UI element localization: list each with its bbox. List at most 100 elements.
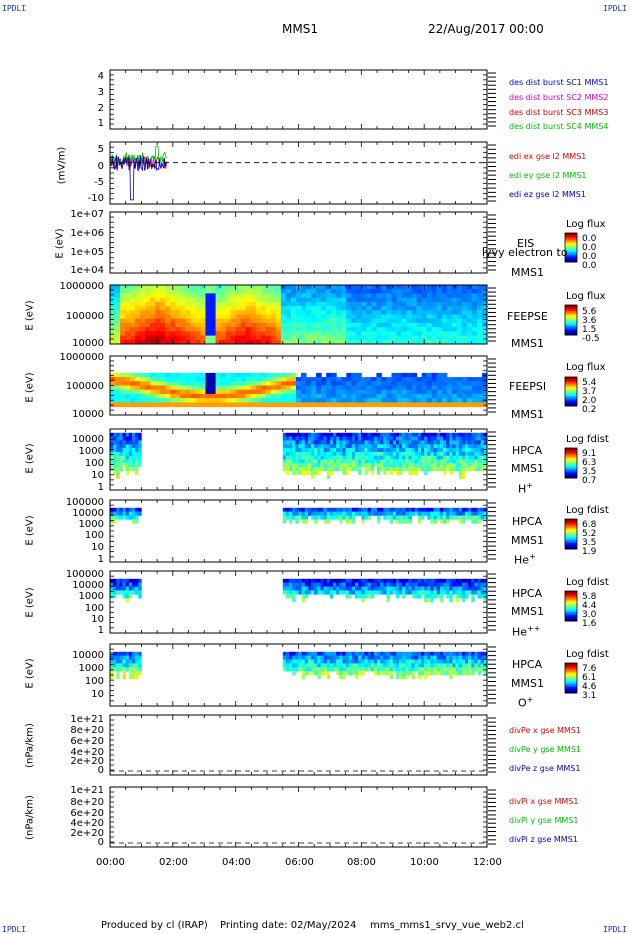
spectrogram-cell xyxy=(110,586,114,591)
spectrogram-cell xyxy=(175,322,181,328)
spectrogram-cell xyxy=(235,393,242,399)
spectrogram-cell xyxy=(285,327,292,332)
spectrogram-cell xyxy=(304,578,309,583)
colorbar-swatch xyxy=(565,594,577,596)
spectrogram-cell xyxy=(430,440,434,445)
spectrogram-cell xyxy=(122,659,126,664)
spectrogram-cell xyxy=(376,393,382,399)
spectrogram-cell xyxy=(452,586,456,591)
spectrogram-cell xyxy=(351,432,356,437)
spectrogram-cell xyxy=(160,306,166,311)
spectrogram-cell xyxy=(402,651,406,656)
spectrogram-cell xyxy=(195,310,201,315)
spectrogram-cell xyxy=(356,306,362,311)
spectrogram-cell xyxy=(436,436,441,441)
spectrogram-cell xyxy=(480,590,485,595)
spectrogram-cell xyxy=(411,582,415,587)
spectrogram-cell xyxy=(265,301,272,307)
spectrogram-cell xyxy=(391,297,397,303)
spectrogram-cell xyxy=(471,659,475,664)
spectrogram-cell xyxy=(421,451,425,456)
spectrogram-cell xyxy=(225,335,232,341)
spectrogram-cell xyxy=(311,511,315,516)
spectrogram-cell xyxy=(195,339,201,345)
spectrogram-cell xyxy=(150,297,156,303)
spectrogram-cell xyxy=(140,402,146,408)
spectrogram-cell xyxy=(306,293,312,299)
spectrogram-cell xyxy=(416,335,423,341)
spectrogram-cell xyxy=(465,467,469,472)
spectrogram-cell xyxy=(417,440,422,445)
spectrogram-cell xyxy=(436,459,441,464)
spectrogram-cell xyxy=(120,322,126,328)
spectrogram-cell xyxy=(456,297,463,303)
spectrogram-cell xyxy=(366,310,372,315)
spectrogram-cell xyxy=(200,297,206,303)
spectrogram-cell xyxy=(436,381,443,386)
spectrogram-cell xyxy=(132,455,136,460)
colorbar-swatch xyxy=(565,690,577,692)
spectrogram-cell xyxy=(215,289,222,294)
spectrogram-cell xyxy=(270,385,277,391)
spectrogram-cell xyxy=(339,655,343,660)
spectrogram-cell xyxy=(289,507,293,512)
spectrogram-cell xyxy=(210,331,216,337)
spectrogram-cell xyxy=(317,467,321,472)
spectrogram-cell xyxy=(441,293,448,299)
spectrogram-cell xyxy=(145,381,151,386)
spectrogram-cell xyxy=(190,289,196,294)
spectrogram-cell xyxy=(230,331,237,337)
spectrogram-cell xyxy=(405,455,409,460)
spectrogram-cell xyxy=(439,511,444,516)
spectrogram-cell xyxy=(210,372,216,378)
spectrogram-cell xyxy=(336,511,340,516)
spectrogram-cell xyxy=(285,467,290,472)
spectrogram-cell xyxy=(341,301,347,307)
spectrogram-cell xyxy=(471,507,475,512)
spectrogram-cell xyxy=(421,432,425,437)
spectrogram-cell xyxy=(427,586,431,591)
spectrogram-cell xyxy=(417,507,422,512)
spectrogram-cell xyxy=(170,377,176,382)
spectrogram-cell xyxy=(125,306,131,311)
spectrogram-cell xyxy=(128,675,133,680)
spectrogram-cell xyxy=(402,671,406,676)
spectrogram-cell xyxy=(298,463,302,468)
spectrogram-cell xyxy=(270,339,277,345)
spectrogram-cell xyxy=(376,327,382,332)
spectrogram-cell xyxy=(431,327,438,332)
spectrogram-cell xyxy=(301,659,305,664)
spectrogram-cell xyxy=(165,402,171,408)
spectrogram-cell xyxy=(155,393,161,399)
spectrogram-cell xyxy=(455,440,459,445)
spectrogram-cell xyxy=(436,372,443,378)
spectrogram-cell xyxy=(439,507,444,512)
spectrogram-cell xyxy=(316,402,322,408)
spectrogram-cell xyxy=(361,455,365,460)
spectrogram-cell xyxy=(406,389,413,395)
spectrogram-cell xyxy=(220,402,227,408)
spectrogram-cell xyxy=(115,318,121,324)
spectrogram-cell xyxy=(456,381,463,386)
spectrogram-cell xyxy=(342,463,346,468)
spectrogram-cell xyxy=(424,444,428,449)
spectrogram-cell xyxy=(471,582,475,587)
spectrogram-cell xyxy=(421,659,425,664)
spectrogram-cell xyxy=(389,519,393,524)
spectrogram-cell xyxy=(389,444,393,449)
spectrogram-cell xyxy=(155,398,161,403)
spectrogram-cell xyxy=(452,667,456,672)
spectrogram-cell xyxy=(449,663,453,668)
spectrogram-cell xyxy=(405,519,409,524)
spectrogram-cell xyxy=(380,507,384,512)
spectrogram-cell xyxy=(342,448,346,453)
spectrogram-cell xyxy=(443,590,447,595)
spectrogram-cell xyxy=(451,398,458,403)
spectrogram-cell xyxy=(373,436,378,441)
spectrogram-cell xyxy=(371,327,377,332)
colorbar-swatch xyxy=(565,466,577,468)
colorbar-value: 6.8 xyxy=(582,520,597,530)
spectrogram-cell xyxy=(336,289,342,294)
spectrogram-cell xyxy=(411,285,418,290)
spectrogram-cell xyxy=(265,393,272,399)
